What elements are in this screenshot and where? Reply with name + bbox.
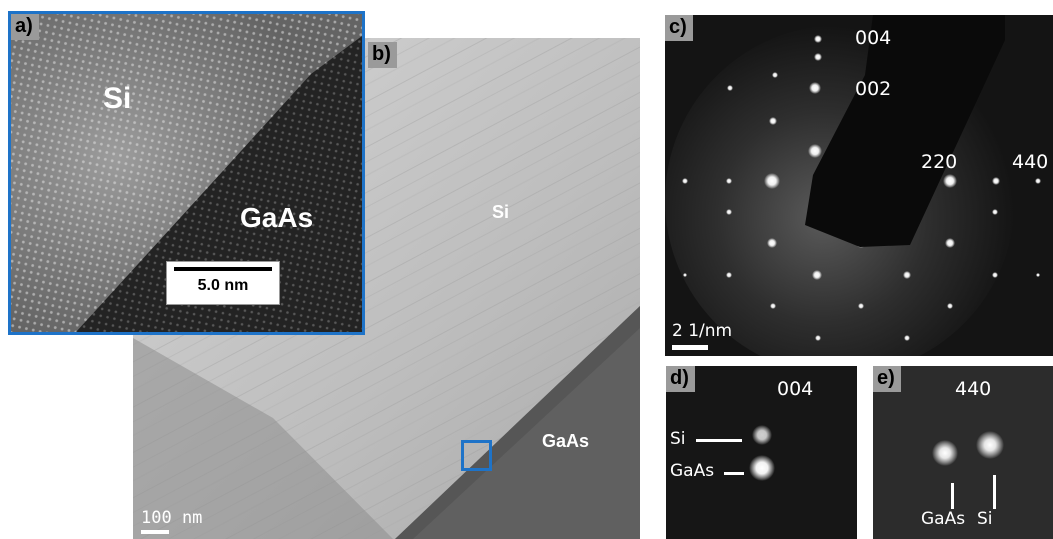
panel-a-gaas-label: GaAs xyxy=(240,202,314,233)
panel-c-label: c) xyxy=(665,15,693,41)
panel-d-gaas-pointer xyxy=(724,472,744,475)
panel-e-zoomed-440-spot: e) 440 GaAs Si xyxy=(873,366,1053,539)
panel-b-si-label: Si xyxy=(492,202,510,222)
panel-e-si-pointer xyxy=(993,475,996,509)
panel-c-index-220: 220 xyxy=(921,151,958,173)
panel-d-label: d) xyxy=(666,366,695,392)
panel-a-scalebar xyxy=(174,267,272,271)
panel-c-index-004: 004 xyxy=(855,27,892,49)
panel-c-index-440: 440 xyxy=(1012,151,1049,173)
panel-a-hrtem-image: a) Si GaAs 5.0 nm xyxy=(8,11,365,335)
panel-b-label: b) xyxy=(368,42,397,68)
panel-c-diffraction-drawing xyxy=(665,15,1053,356)
panel-c-scalebar-label: 2 1/nm xyxy=(672,321,733,341)
panel-e-gaas-label: GaAs xyxy=(921,509,966,529)
panel-a-scalebar-box: 5.0 nm xyxy=(166,261,280,305)
panel-a-scalebar-label: 5.0 nm xyxy=(197,277,249,294)
panel-d-index-004: 004 xyxy=(777,378,814,400)
panel-e-drawing xyxy=(932,431,1004,466)
panel-b-scalebar-label: 100 nm xyxy=(141,508,203,528)
panel-b-roi-box xyxy=(461,440,492,471)
panel-e-index-440: 440 xyxy=(955,378,992,400)
panel-d-si-label: Si xyxy=(670,429,686,449)
panel-a-label: a) xyxy=(11,14,39,40)
panel-b-tem-image: b) Si GaAs 100 nm xyxy=(133,38,640,539)
panel-d-gaas-label: GaAs xyxy=(670,461,715,481)
panel-d-drawing xyxy=(749,425,775,481)
panel-a-si-label: Si xyxy=(103,82,132,115)
panel-e-gaas-pointer xyxy=(951,483,954,509)
panel-b-gaas-label: GaAs xyxy=(542,431,590,451)
panel-e-si-label: Si xyxy=(977,509,993,529)
panel-c-scalebar xyxy=(672,345,708,350)
panel-b-scalebar xyxy=(141,530,169,534)
panel-e-label: e) xyxy=(873,366,901,392)
panel-c-diffraction-pattern: c) 004 002 220 440 2 1/nm xyxy=(665,15,1053,356)
panel-c-index-002: 002 xyxy=(855,78,892,100)
panel-d-si-pointer xyxy=(696,439,742,442)
panel-d-zoomed-004-spot: d) 004 Si GaAs xyxy=(666,366,857,539)
